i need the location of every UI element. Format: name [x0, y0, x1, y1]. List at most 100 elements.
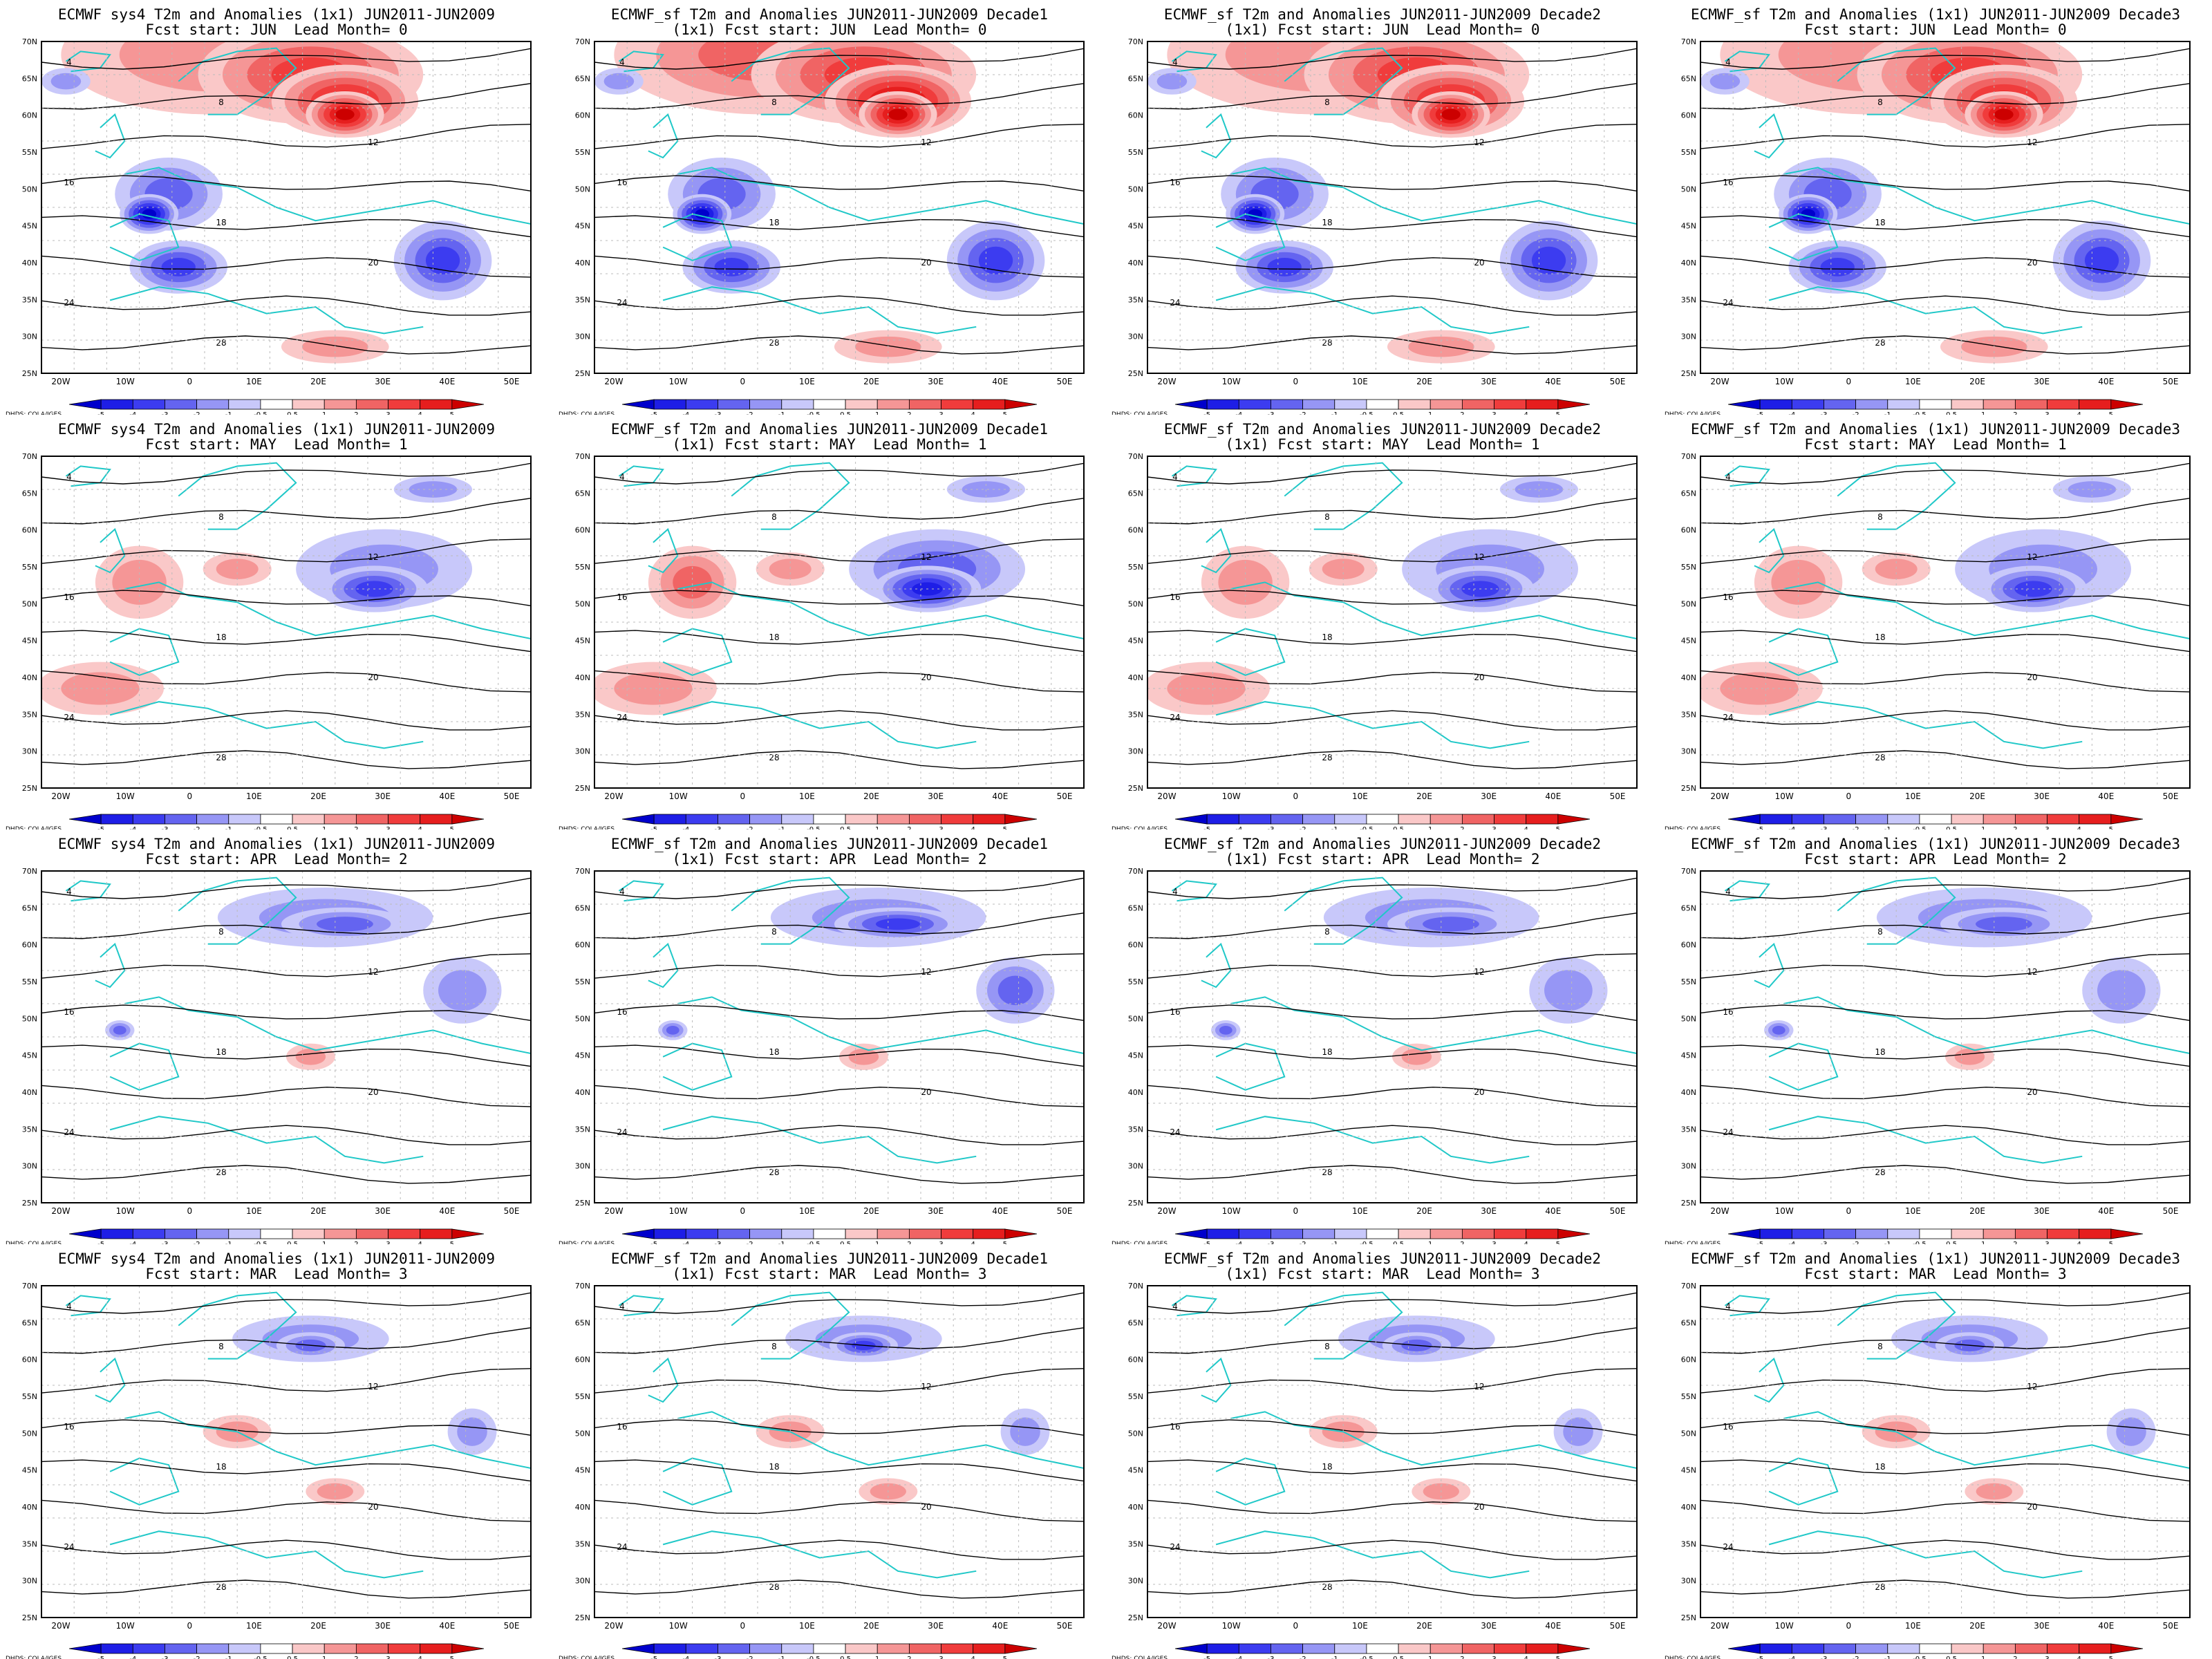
lat-tick-label: 60N [1681, 941, 1696, 950]
colorbar-swatch [1206, 1643, 1239, 1654]
isotherm-label: 24 [1723, 298, 1733, 308]
isotherm-label: 4 [66, 57, 72, 67]
graticule [1147, 1286, 1637, 1618]
panel-title-line1: ECMWF_sf T2m and Anomalies JUN2011-JUN20… [610, 6, 1049, 23]
isotherm-line [1147, 175, 1637, 192]
colorbar-tick-label: 4 [2077, 411, 2081, 415]
colorbar-tick-label: -4 [129, 411, 136, 415]
lat-tick-label: 30N [1681, 1162, 1696, 1171]
panel-title-line2: (1x1) Fcst start: APR Lead Month= 2 [1225, 851, 1540, 868]
lon-tick-label: 50E [504, 377, 520, 386]
warm-anomaly-region [1441, 109, 1461, 120]
lat-tick-label: 40N [1681, 1503, 1696, 1512]
coastline [731, 47, 850, 115]
lat-tick-label: 50N [22, 185, 37, 194]
lon-tick-label: 10W [116, 791, 135, 801]
lat-tick-label: 40N [1128, 259, 1143, 268]
plot-frame [594, 1285, 1085, 1618]
isotherm-line [41, 710, 531, 731]
colorbar-swatch [324, 1228, 357, 1239]
colorbar-tick-label: 3 [1492, 1656, 1496, 1659]
warm-anomaly-region [61, 672, 140, 705]
isotherm-label: 28 [216, 1582, 226, 1592]
isotherm-label: 4 [66, 472, 72, 482]
lon-tick-label: 10E [246, 1206, 262, 1216]
plot-frame [1147, 41, 1638, 374]
lat-tick-label: 70N [575, 1282, 590, 1291]
colorbar-swatch [685, 399, 718, 410]
colorbar-tick-label: -1 [225, 1241, 232, 1244]
isotherm-line [594, 877, 1084, 899]
map-panel-r1c3: ECMWF_sf T2m and Anomalies JUN2011-JUN20… [1106, 0, 1659, 415]
colorbar-tick-label: -1 [778, 411, 785, 415]
isotherm-label: 20 [368, 1087, 378, 1097]
colorbar-swatch [1004, 399, 1038, 410]
colorbar-swatch [1398, 399, 1431, 410]
lon-tick-label: 50E [1610, 1206, 1626, 1216]
colorbar-tick-label: -3 [1267, 411, 1274, 415]
panel-title-line2: (1x1) Fcst start: MAR Lead Month= 3 [672, 1266, 987, 1282]
isotherm-line [1147, 1165, 1637, 1184]
panel-title-line2: Fcst start: APR Lead Month= 2 [145, 851, 408, 868]
isotherm-label: 8 [1877, 1342, 1883, 1351]
colorbar-tick-label: -0.5 [1360, 1241, 1374, 1244]
isotherm-line [594, 1580, 1084, 1599]
isotherm-line [594, 498, 1084, 525]
coastline [662, 1457, 733, 1506]
colorbar-swatch [1366, 814, 1399, 825]
lon-tick-label: 50E [1057, 1206, 1073, 1216]
colorbar-tick-label: -0.5 [254, 1656, 268, 1659]
isotherm-label: 20 [1474, 1502, 1484, 1512]
colorbar-swatch [685, 1228, 718, 1239]
coastlines [65, 47, 531, 335]
lon-tick-label: 40E [439, 1206, 455, 1216]
lon-tick-label: 20E [1416, 1621, 1432, 1631]
lat-tick-label: 50N [1128, 1014, 1143, 1023]
colorbar-tick-label: 1 [875, 1656, 879, 1659]
lat-tick-label: 30N [22, 332, 37, 341]
isotherm-line [1147, 1085, 1637, 1107]
coastline [1230, 581, 1637, 639]
colorbar-tick-label: 5 [1003, 1656, 1007, 1659]
isotherm-line [1700, 670, 2190, 693]
isotherm-label: 24 [617, 1542, 627, 1552]
colorbar-tick-label: 1 [875, 826, 879, 830]
lat-tick-label: 30N [1681, 1577, 1696, 1586]
colorbar-tick-label: -3 [1820, 1241, 1827, 1244]
isotherm-line [1147, 295, 1637, 316]
lon-tick-label: 0 [740, 791, 745, 801]
panel-title-line1: ECMWF_sf T2m and Anomalies (1x1) JUN2011… [1690, 6, 2180, 23]
isotherm-line [41, 48, 531, 70]
isotherm-label: 20 [1474, 673, 1484, 682]
lon-tick-label: 10E [1352, 1206, 1368, 1216]
colorbar-swatch [1951, 1228, 1984, 1239]
panel-title-line2: (1x1) Fcst start: MAR Lead Month= 3 [1225, 1266, 1540, 1282]
warm-anomaly-region [1720, 672, 1799, 705]
colorbar-swatch [1983, 1643, 2016, 1654]
isotherm-label: 18 [1875, 1462, 1885, 1472]
isotherm-label: 16 [64, 1007, 74, 1017]
isotherm-label: 12 [2027, 1382, 2037, 1391]
lon-tick-label: 10E [246, 377, 262, 386]
colorbar: -5 -4 -3 -2 -1 -0.5 0.5 1 2 3 4 5 DHDS: COLA/IGES [1665, 399, 2144, 415]
colorbar-swatch [292, 814, 325, 825]
lon-tick-label: 20W [51, 1621, 70, 1631]
colorbar: -5 -4 -3 -2 -1 -0.5 0.5 1 2 3 4 5 DHDS: COLA/IGES [559, 1643, 1038, 1659]
colorbar-swatch [2047, 1228, 2080, 1239]
cool-anomaly-region [978, 246, 1013, 274]
isotherm-line [1147, 48, 1637, 70]
lat-tick-label: 25N [575, 784, 590, 793]
graticule [1147, 41, 1637, 373]
lon-tick-label: 30E [375, 791, 391, 801]
lon-tick-label: 10E [1352, 377, 1368, 386]
colorbar: -5 -4 -3 -2 -1 -0.5 0.5 1 2 3 4 5 DHDS: COLA/IGES [6, 814, 485, 830]
lon-tick-label: 10E [799, 1621, 815, 1631]
isotherm-label: 16 [64, 592, 74, 602]
graticule [1147, 871, 1637, 1203]
isotherm-label: 18 [1875, 1047, 1885, 1057]
lat-tick-label: 55N [575, 977, 590, 986]
lat-tick-label: 65N [575, 1318, 590, 1327]
colorbar-swatch [1206, 814, 1239, 825]
colorbar-swatch [781, 814, 814, 825]
